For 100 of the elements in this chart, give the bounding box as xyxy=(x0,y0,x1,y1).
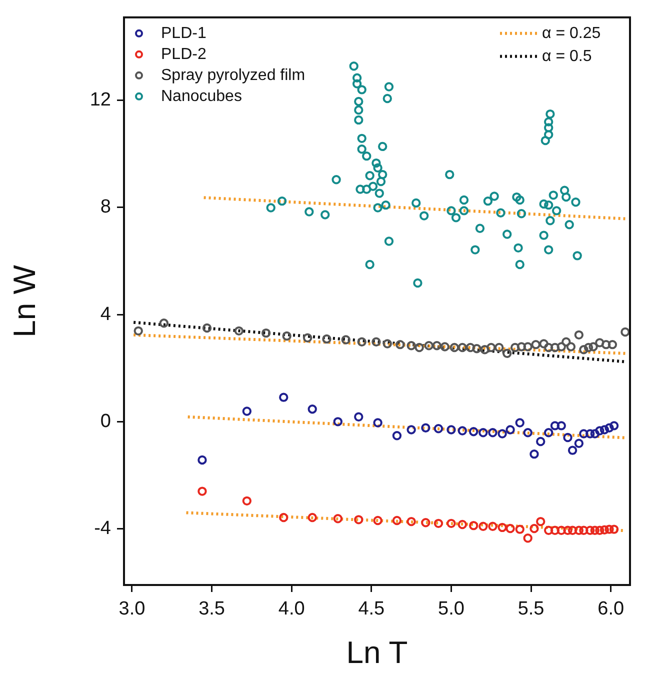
point xyxy=(595,426,604,436)
point xyxy=(506,425,515,434)
point xyxy=(382,339,392,348)
point xyxy=(530,449,539,459)
point xyxy=(159,318,169,328)
point xyxy=(434,518,444,528)
point xyxy=(566,342,576,352)
point xyxy=(595,338,604,348)
point xyxy=(585,429,595,438)
point xyxy=(556,421,566,430)
point xyxy=(308,404,317,414)
point xyxy=(556,342,566,352)
point xyxy=(450,342,460,352)
point xyxy=(392,516,402,526)
point xyxy=(478,522,488,531)
point xyxy=(440,342,450,352)
legend-label: PLD-2 xyxy=(161,46,206,63)
x-tick-label: 6.0 xyxy=(598,598,624,620)
legend-label: α = 0.5 xyxy=(542,48,592,65)
point xyxy=(488,428,498,438)
point xyxy=(544,526,554,535)
point xyxy=(354,412,364,422)
point xyxy=(600,525,610,534)
point xyxy=(341,335,350,344)
x-tick-label: 4.5 xyxy=(358,598,385,620)
point xyxy=(574,526,584,535)
point xyxy=(468,426,478,436)
point xyxy=(480,345,490,354)
point xyxy=(544,428,554,438)
point xyxy=(458,426,467,436)
point xyxy=(584,342,594,352)
point xyxy=(392,431,402,440)
point xyxy=(609,421,619,430)
point xyxy=(600,425,610,434)
point xyxy=(421,518,430,528)
point xyxy=(434,424,444,434)
point xyxy=(498,429,507,438)
point xyxy=(515,418,524,428)
legend-label: Nanocubes xyxy=(161,88,242,105)
point xyxy=(523,428,532,438)
point xyxy=(539,339,548,348)
point xyxy=(202,323,212,333)
point xyxy=(279,392,288,402)
legend-label: α = 0.25 xyxy=(542,24,601,42)
point xyxy=(595,526,604,535)
x-tick-label: 3.0 xyxy=(118,598,146,620)
y-tick-label: 0 xyxy=(100,410,111,432)
point xyxy=(446,518,456,528)
point xyxy=(550,526,560,535)
point xyxy=(466,342,475,352)
point xyxy=(373,418,382,428)
x-tick-label: 5.0 xyxy=(438,598,464,620)
point xyxy=(322,334,332,344)
y-tick-label: 8 xyxy=(100,196,111,218)
x-tick-label: 5.5 xyxy=(518,598,544,620)
point xyxy=(544,342,554,352)
point xyxy=(608,340,618,350)
point xyxy=(472,344,482,354)
point xyxy=(134,326,143,336)
point xyxy=(588,342,598,352)
point xyxy=(468,520,478,530)
y-axis-title: Ln W xyxy=(7,264,42,338)
y-tick-label: 4 xyxy=(100,304,112,325)
point xyxy=(242,406,252,416)
point xyxy=(354,515,364,524)
point xyxy=(458,342,467,352)
legend-label: Spray pyrolyzed film xyxy=(161,66,306,84)
point xyxy=(421,423,430,432)
point xyxy=(516,342,526,352)
point xyxy=(486,342,496,352)
point xyxy=(478,428,488,438)
point xyxy=(373,516,382,526)
point xyxy=(333,514,342,524)
x-axis-title: Ln T xyxy=(346,634,408,670)
point xyxy=(302,333,312,342)
point xyxy=(590,526,600,535)
point xyxy=(604,423,614,432)
point xyxy=(515,524,524,534)
legend-label: PLD-1 xyxy=(161,24,206,42)
point xyxy=(531,340,540,350)
point xyxy=(261,328,271,338)
point xyxy=(530,524,539,534)
point xyxy=(494,342,504,352)
point xyxy=(282,331,292,341)
point xyxy=(568,526,578,535)
point xyxy=(510,342,520,352)
point xyxy=(432,341,442,350)
point xyxy=(308,512,317,522)
point xyxy=(579,526,588,535)
y-tick-label: -4 xyxy=(94,518,112,540)
point xyxy=(523,534,532,543)
point xyxy=(574,438,584,448)
point xyxy=(562,337,571,346)
point xyxy=(406,341,416,350)
point xyxy=(198,486,207,496)
point xyxy=(424,341,434,350)
point xyxy=(406,425,416,434)
point xyxy=(590,429,600,438)
point xyxy=(536,516,546,526)
point xyxy=(620,327,630,337)
